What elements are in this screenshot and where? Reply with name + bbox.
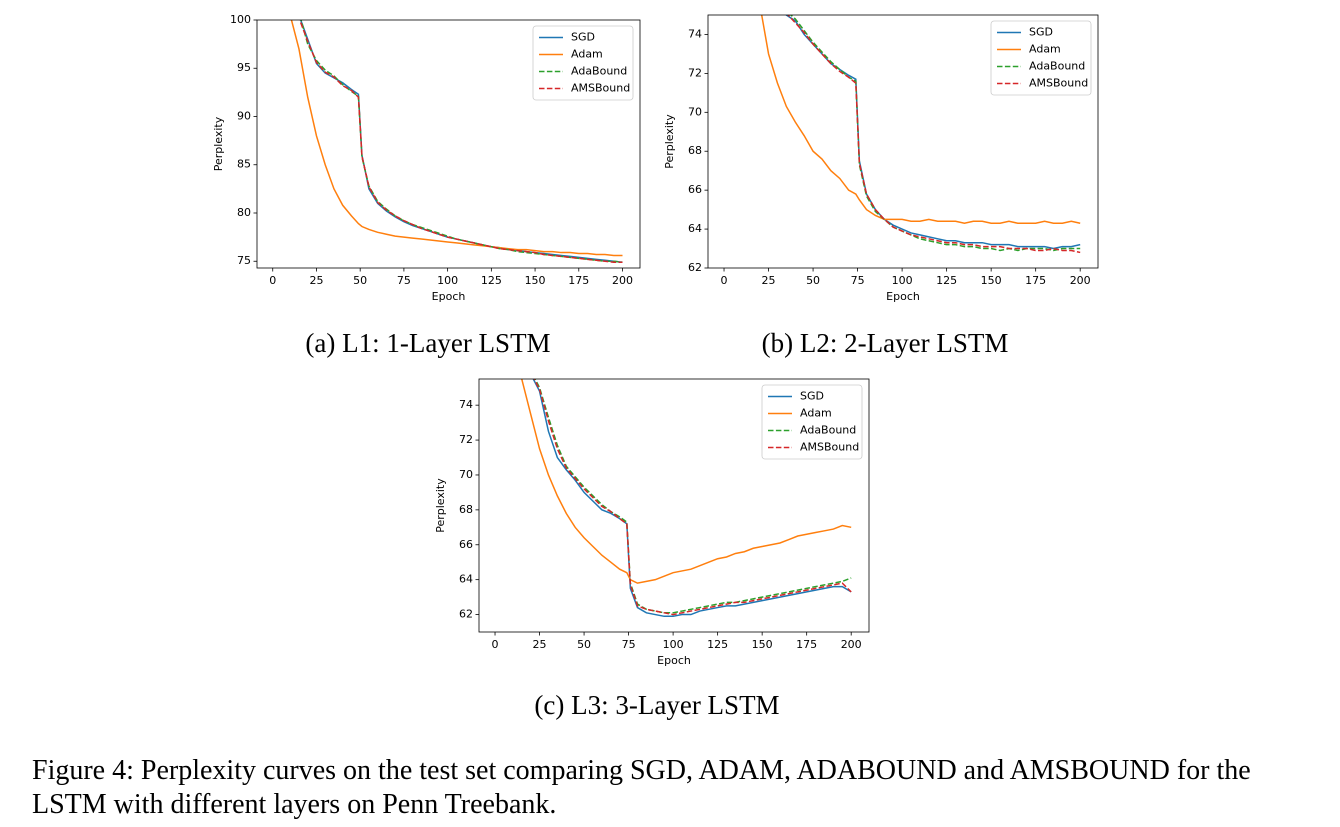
x-tick-label: 200 xyxy=(1070,274,1091,287)
x-tick-label: 25 xyxy=(762,274,776,287)
x-axis-label: Epoch xyxy=(657,654,691,667)
y-tick-label: 72 xyxy=(459,433,473,446)
y-tick-label: 72 xyxy=(688,66,702,79)
legend-label: AMSBound xyxy=(1029,77,1088,90)
series-line xyxy=(298,20,623,263)
y-tick-label: 62 xyxy=(459,608,473,621)
x-tick-label: 100 xyxy=(663,638,684,651)
x-tick-label: 75 xyxy=(851,274,865,287)
subcaption: (c) L3: 3-Layer LSTM xyxy=(534,690,779,720)
figure-caption: Figure 4: Perplexity curves on the test … xyxy=(32,755,1251,820)
y-tick-label: 100 xyxy=(230,13,251,26)
y-axis-label: Perplexity xyxy=(663,114,676,169)
chart: 0 25 50 75 100 125 150 175 200 75 80 85 90 95 100 Epoch… xyxy=(212,13,641,358)
x-axis-label: Epoch xyxy=(432,290,466,303)
x-tick-label: 125 xyxy=(481,274,502,287)
y-tick-label: 85 xyxy=(237,158,251,171)
x-tick-label: 200 xyxy=(612,274,633,287)
series-line xyxy=(520,379,852,584)
x-tick-label: 0 xyxy=(269,274,276,287)
y-tick-label: 66 xyxy=(688,183,702,196)
x-tick-label: 50 xyxy=(577,638,591,651)
series-line xyxy=(300,20,623,263)
y-tick-label: 75 xyxy=(237,254,251,267)
x-tick-label: 125 xyxy=(936,274,957,287)
y-tick-label: 66 xyxy=(459,538,473,551)
legend-label: AdaBound xyxy=(800,424,856,437)
legend-label: AdaBound xyxy=(1029,60,1085,73)
y-tick-label: 80 xyxy=(237,206,251,219)
y-tick-label: 70 xyxy=(688,105,702,118)
y-tick-label: 90 xyxy=(237,109,251,122)
y-tick-label: 74 xyxy=(459,398,473,411)
legend-label: Adam xyxy=(1029,43,1061,56)
x-tick-label: 150 xyxy=(981,274,1002,287)
series-line xyxy=(533,379,852,616)
x-tick-label: 75 xyxy=(622,638,636,651)
y-tick-label: 68 xyxy=(688,144,702,157)
legend-label: AdaBound xyxy=(571,65,627,78)
y-tick-label: 70 xyxy=(459,468,473,481)
series-line xyxy=(789,15,1081,252)
x-tick-label: 100 xyxy=(437,274,458,287)
legend-label: AMSBound xyxy=(571,82,630,95)
plot-frame xyxy=(707,14,1099,269)
chart: 0 25 50 75 100 125 150 175 200 62 64 66 68 70 72 74 Epoc… xyxy=(663,14,1099,358)
y-tick-label: 64 xyxy=(688,222,702,235)
x-tick-label: 175 xyxy=(568,274,589,287)
x-tick-label: 75 xyxy=(397,274,411,287)
x-tick-label: 100 xyxy=(892,274,913,287)
x-tick-label: 25 xyxy=(533,638,547,651)
series-line xyxy=(534,379,852,614)
legend-label: Adam xyxy=(800,407,832,420)
charts: 0 25 50 75 100 125 150 175 200 75 80 85 90 95 100 Epoch… xyxy=(212,13,1099,720)
x-tick-label: 175 xyxy=(796,638,817,651)
series-line xyxy=(787,15,1081,254)
legend-label: SGD xyxy=(571,31,595,44)
legend-label: SGD xyxy=(1029,26,1053,39)
y-axis-label: Perplexity xyxy=(212,116,225,171)
x-tick-label: 125 xyxy=(707,638,728,651)
y-tick-label: 95 xyxy=(237,61,251,74)
y-axis-label: Perplexity xyxy=(434,478,447,533)
y-tick-label: 64 xyxy=(459,573,473,586)
plot-frame xyxy=(478,378,870,633)
x-tick-label: 175 xyxy=(1025,274,1046,287)
y-tick-label: 68 xyxy=(459,503,473,516)
chart: 0 25 50 75 100 125 150 175 200 62 64 66 68 70 72 74 Epoc… xyxy=(434,378,870,720)
series-line xyxy=(785,15,1081,250)
legend-label: Adam xyxy=(571,48,603,61)
x-tick-label: 25 xyxy=(309,274,323,287)
x-tick-label: 50 xyxy=(806,274,820,287)
y-tick-label: 62 xyxy=(688,261,702,274)
series-line xyxy=(760,15,1081,225)
legend-box xyxy=(761,384,863,460)
legend-label: AMSBound xyxy=(800,441,859,454)
plot-frame xyxy=(256,19,641,269)
legend-label: SGD xyxy=(800,390,824,403)
subcaption: (a) L1: 1-Layer LSTM xyxy=(305,328,550,358)
legend-box xyxy=(532,25,634,101)
x-tick-label: 50 xyxy=(353,274,367,287)
x-tick-label: 200 xyxy=(841,638,862,651)
x-tick-label: 0 xyxy=(492,638,499,651)
x-tick-label: 150 xyxy=(525,274,546,287)
series-line xyxy=(532,379,852,618)
x-axis-label: Epoch xyxy=(886,290,920,303)
series-line xyxy=(290,20,623,257)
x-tick-label: 0 xyxy=(721,274,728,287)
x-tick-label: 150 xyxy=(752,638,773,651)
legend-box xyxy=(990,20,1092,96)
subcaption: (b) L2: 2-Layer LSTM xyxy=(762,328,1009,358)
y-tick-label: 74 xyxy=(688,27,702,40)
